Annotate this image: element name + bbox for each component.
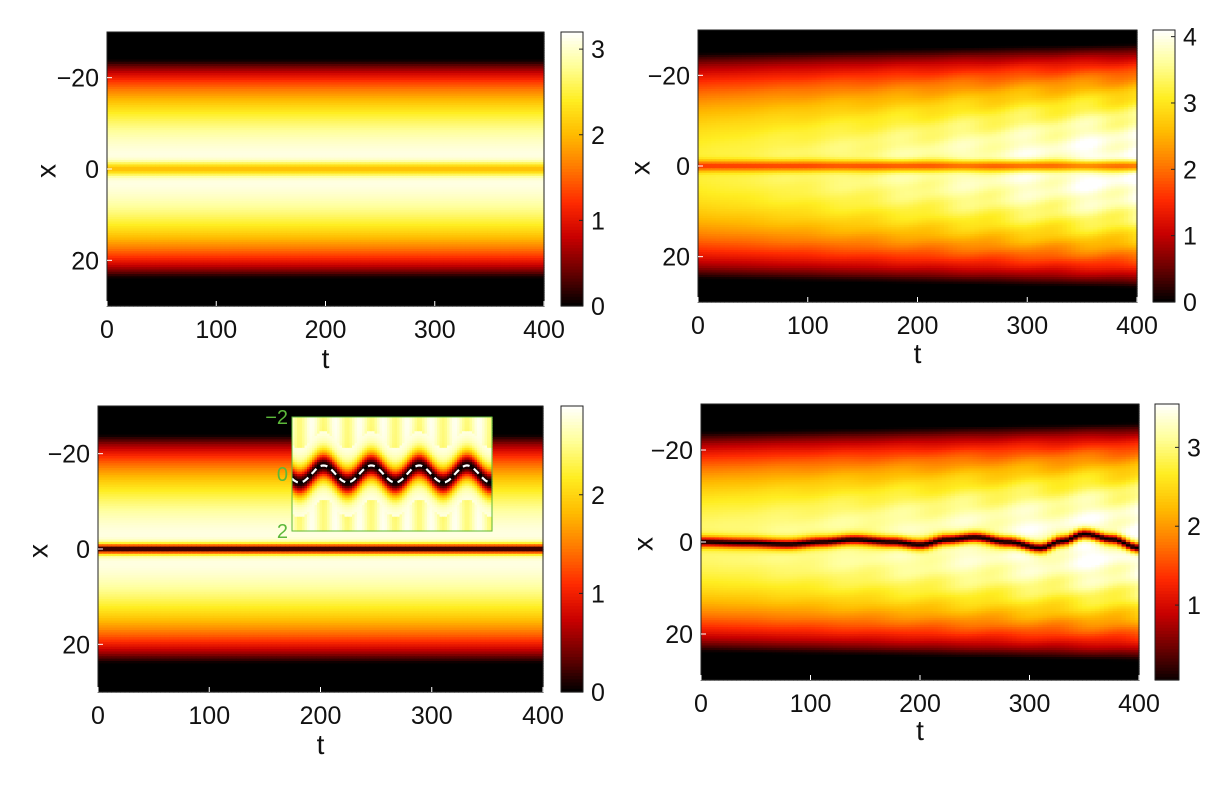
y-tick-label: 0 bbox=[85, 156, 99, 184]
x-tick-label: 300 bbox=[411, 702, 453, 730]
x-tick-label: 100 bbox=[188, 702, 230, 730]
colorbar-tick-label: 1 bbox=[591, 580, 605, 608]
x-axis-label: t bbox=[322, 343, 330, 374]
heatmap-image bbox=[698, 30, 1138, 303]
panel-top-right: 0 100 200 300 400 −20 0 20 t x 0 1 2 3 4 bbox=[624, 24, 1197, 369]
x-tick-label: 400 bbox=[522, 702, 564, 730]
colorbar: 0 1 2 bbox=[561, 406, 605, 707]
colorbar-tick-label: 2 bbox=[591, 482, 605, 510]
x-tick-label: 0 bbox=[100, 316, 114, 344]
x-tick-label: 300 bbox=[1006, 312, 1048, 340]
x-tick-label: 100 bbox=[790, 690, 832, 718]
colorbar-tick-label: 4 bbox=[1183, 24, 1197, 52]
colorbar-tick-label: 0 bbox=[591, 293, 605, 321]
colorbar-tick-label: 3 bbox=[591, 36, 605, 64]
colorbar-tick-label: 2 bbox=[1183, 156, 1197, 184]
colorbar-tick-label: 3 bbox=[1183, 90, 1197, 118]
y-tick-label: 20 bbox=[62, 631, 90, 659]
inset: −2 0 2 bbox=[265, 407, 492, 543]
y-tick-label: 20 bbox=[665, 621, 693, 649]
x-axis-label: t bbox=[317, 729, 325, 760]
panel-top-left: 0 100 200 300 400 −20 0 20 t x 0 1 2 3 bbox=[30, 32, 605, 374]
heatmap-image bbox=[701, 404, 1140, 681]
colorbar-tick-label: 1 bbox=[591, 207, 605, 235]
y-tick-label: 0 bbox=[676, 153, 690, 181]
x-tick-label: 200 bbox=[899, 690, 941, 718]
y-tick-label: 20 bbox=[71, 247, 99, 275]
x-tick-label: 200 bbox=[897, 312, 939, 340]
y-tick-label: 20 bbox=[662, 244, 690, 272]
x-tick-label: 400 bbox=[1116, 312, 1158, 340]
panel-bottom-right: 0 100 200 300 400 −20 0 20 t x 1 2 3 bbox=[627, 404, 1201, 746]
x-tick-label: 200 bbox=[300, 702, 342, 730]
y-tick-label: −20 bbox=[651, 437, 693, 465]
colorbar-tick-label: 1 bbox=[1183, 223, 1197, 251]
inset-y-tick-label: −2 bbox=[265, 407, 288, 429]
x-tick-label: 0 bbox=[694, 690, 708, 718]
colorbar-tick-label: 1 bbox=[1187, 592, 1201, 620]
colorbar: 0 1 2 3 bbox=[561, 32, 605, 321]
colorbar: 1 2 3 bbox=[1155, 404, 1201, 681]
colorbar-tick-label: 0 bbox=[1183, 289, 1197, 317]
x-tick-label: 100 bbox=[787, 312, 829, 340]
x-tick-label: 0 bbox=[691, 312, 705, 340]
x-tick-label: 100 bbox=[195, 316, 237, 344]
x-tick-label: 400 bbox=[1118, 690, 1160, 718]
x-tick-label: 400 bbox=[523, 316, 565, 344]
colorbar-tick-label: 0 bbox=[591, 679, 605, 707]
y-axis-label: x bbox=[627, 537, 658, 551]
y-tick-label: 0 bbox=[679, 529, 693, 557]
y-tick-label: 0 bbox=[76, 536, 90, 564]
x-tick-label: 200 bbox=[305, 316, 347, 344]
x-tick-label: 300 bbox=[414, 316, 456, 344]
inset-y-tick-label: 0 bbox=[277, 464, 288, 486]
y-axis-label: x bbox=[30, 164, 61, 178]
heatmap-image bbox=[107, 32, 545, 307]
y-axis-label: x bbox=[22, 544, 53, 558]
colorbar-tick-label: 2 bbox=[591, 122, 605, 150]
x-tick-label: 300 bbox=[1009, 690, 1051, 718]
inset-y-tick-label: 2 bbox=[277, 521, 288, 543]
x-axis-label: t bbox=[916, 715, 924, 746]
y-axis-label: x bbox=[624, 161, 655, 175]
y-tick-label: −20 bbox=[648, 62, 690, 90]
y-tick-label: −20 bbox=[57, 65, 99, 93]
colorbar: 0 1 2 3 4 bbox=[1153, 24, 1197, 317]
colorbar-tick-label: 2 bbox=[1187, 513, 1201, 541]
x-tick-label: 0 bbox=[91, 702, 105, 730]
x-axis-label: t bbox=[914, 338, 922, 369]
colorbar-tick-label: 3 bbox=[1187, 434, 1201, 462]
y-tick-label: −20 bbox=[48, 441, 90, 469]
